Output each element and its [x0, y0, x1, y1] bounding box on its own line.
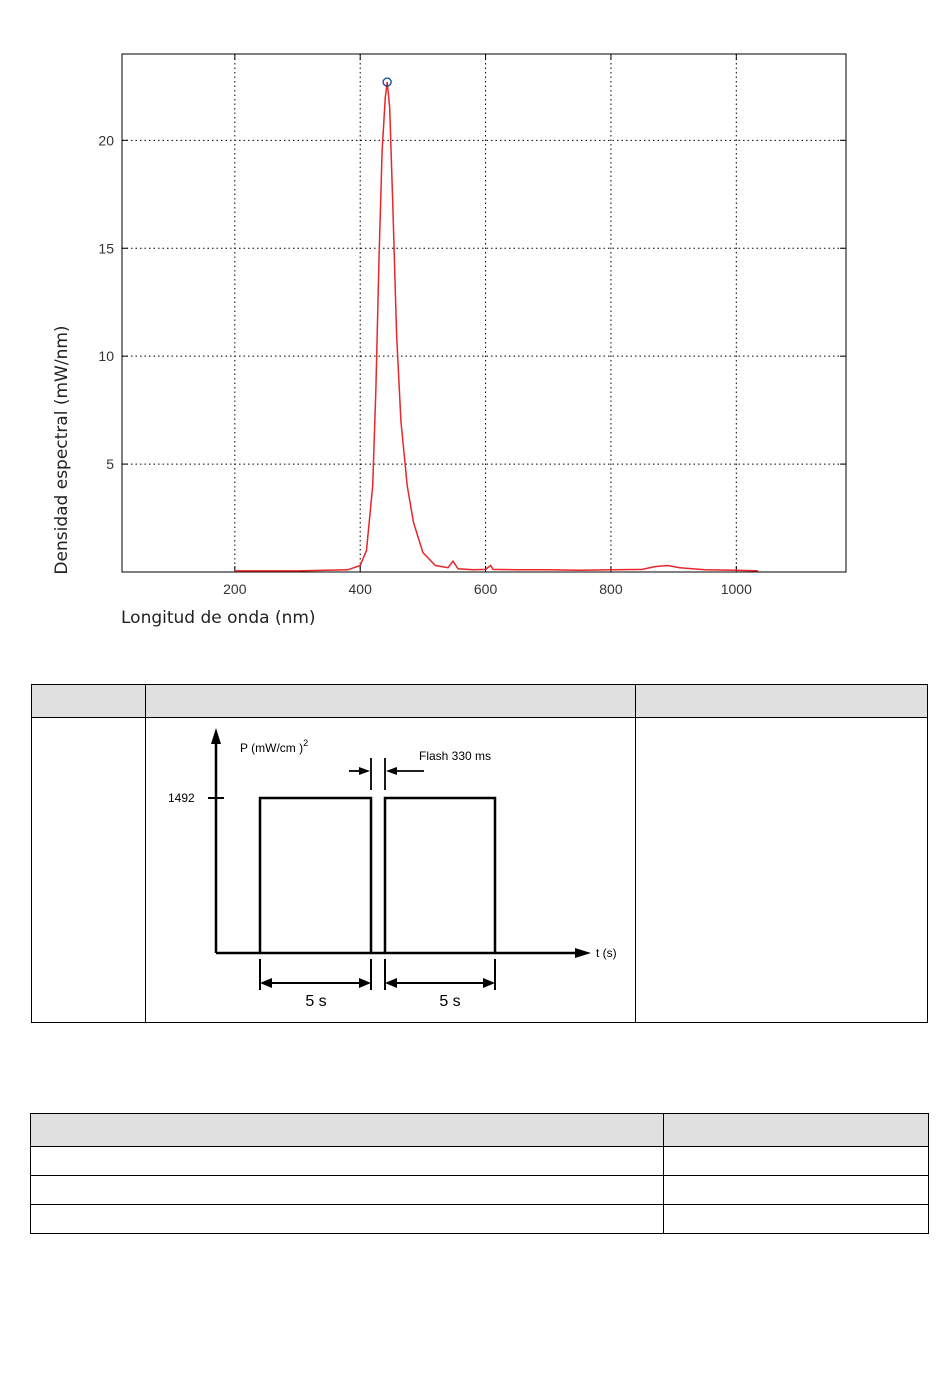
grid	[122, 54, 846, 572]
x-tick-label: 800	[599, 581, 623, 597]
table-cell	[31, 717, 146, 1023]
table-header-cell	[144, 684, 636, 718]
table-header-row	[29, 1113, 929, 1147]
table-header-cell	[663, 1113, 929, 1147]
y-tick-label: 5	[106, 456, 114, 472]
pulse-y-axis-arrow	[210, 728, 221, 744]
table-row	[29, 1146, 929, 1176]
spectral-density-line	[234, 82, 759, 572]
x-tick-label: 1000	[721, 581, 752, 597]
table-cell	[663, 1146, 929, 1176]
pulse-level-label: 1492	[168, 791, 195, 805]
pulse-x-axis-arrow	[574, 948, 591, 958]
table-row: P (mW/cm )2 1492 Flash 330 ms t (s) 5 s …	[31, 717, 929, 1023]
duration-1-arrow-right	[358, 978, 371, 988]
y-tick-label: 20	[98, 132, 114, 148]
pulse-diagram-cell: P (mW/cm )2 1492 Flash 330 ms t (s) 5 s …	[144, 717, 636, 1023]
y-axis-title: Densidad espectral (mW/nm)	[52, 325, 72, 574]
table-cell	[663, 1204, 929, 1234]
flash-label: Flash 330 ms	[419, 749, 491, 763]
y-tick-labels: 5 10 15 20	[98, 132, 114, 472]
y-tick-label: 15	[98, 240, 114, 256]
x-tick-label: 400	[349, 581, 373, 597]
pulse-1	[258, 796, 372, 953]
pulse-x-axis-label: t (s)	[596, 946, 617, 960]
duration-2-label: 5 s	[439, 993, 460, 1010]
x-axis-title: Longitud de onda (nm)	[121, 608, 316, 628]
table-cell	[663, 1175, 929, 1205]
table-header-cell	[29, 1113, 665, 1147]
table-row	[29, 1175, 929, 1205]
pulse-table: P (mW/cm )2 1492 Flash 330 ms t (s) 5 s …	[31, 684, 929, 1023]
table-cell	[29, 1175, 665, 1205]
duration-2-arrow-left	[384, 978, 397, 988]
duration-2-arrow-right	[482, 978, 495, 988]
table-header-cell	[634, 684, 929, 718]
x-tick-labels: 200 400 600 800 1000	[223, 581, 752, 597]
flash-arrow-right-head	[385, 767, 397, 775]
pulse-2	[383, 796, 496, 953]
table-cell	[29, 1146, 665, 1176]
data-table	[29, 1113, 929, 1234]
duration-1-arrow-left	[259, 978, 272, 988]
pulse-y-axis-label: P (mW/cm )2	[240, 738, 308, 755]
spectrum-chart: 200 400 600 800 1000 5 10 15 20 Longitud de ond…	[52, 53, 847, 628]
plot-area	[121, 53, 847, 573]
table-header-cell	[31, 684, 146, 718]
x-tick-label: 600	[474, 581, 498, 597]
pulse-diagram: P (mW/cm )2 1492 Flash 330 ms t (s) 5 s …	[168, 728, 617, 1010]
peak-marker	[382, 77, 392, 87]
y-tick-label: 10	[98, 348, 114, 364]
table-row	[29, 1204, 929, 1234]
x-tick-label: 200	[223, 581, 247, 597]
duration-1-label: 5 s	[305, 993, 326, 1010]
flash-arrow-left-head	[358, 767, 370, 775]
table-cell	[634, 717, 929, 1023]
table-header-row	[31, 684, 929, 718]
table-cell	[29, 1204, 665, 1234]
